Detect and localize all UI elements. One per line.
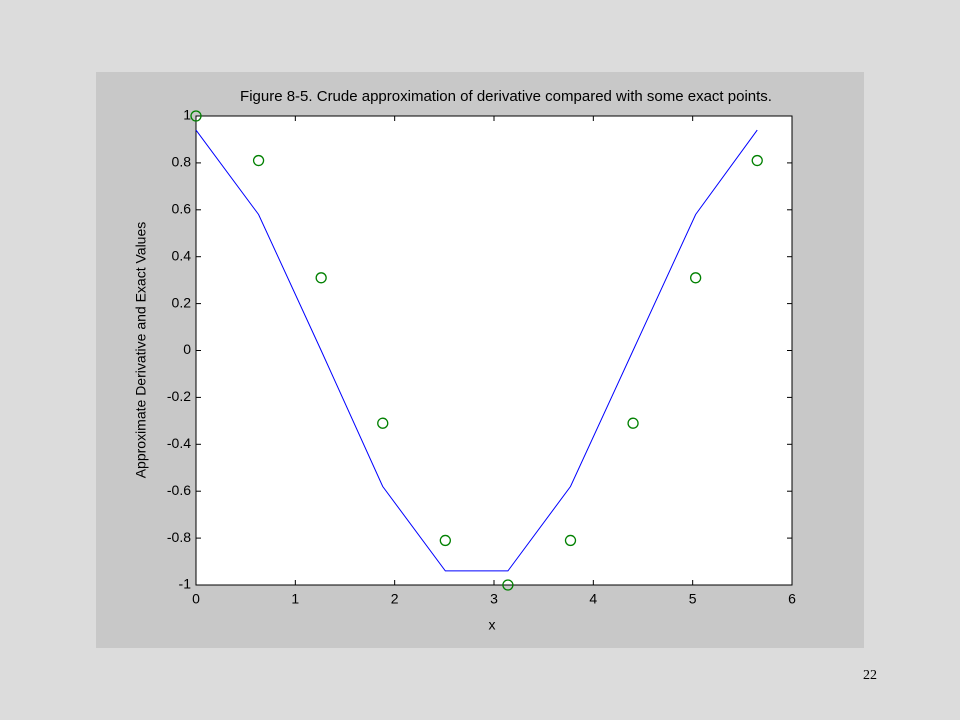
data-point <box>315 272 327 284</box>
data-point <box>627 417 639 429</box>
x-tick-label: 2 <box>391 591 399 607</box>
y-tick-label: 0 <box>183 341 191 357</box>
page-number: 22 <box>863 668 877 683</box>
data-point <box>751 154 763 167</box>
y-tick-label: 0.4 <box>172 247 192 263</box>
y-tick-label: 0.6 <box>172 201 192 217</box>
y-tick-label: -0.6 <box>167 482 191 498</box>
y-tick-label: 1 <box>183 107 191 123</box>
x-tick-label: 1 <box>291 591 299 607</box>
chart-title: Figure 8-5. Crude approximation of deriv… <box>240 88 772 105</box>
series-line <box>195 129 758 572</box>
x-tick-label: 6 <box>788 591 796 607</box>
data-point <box>564 534 577 547</box>
y-tick-label: -0.8 <box>167 529 191 545</box>
x-axis-label: x <box>489 617 496 633</box>
data-point <box>439 534 451 547</box>
y-tick-label: -0.4 <box>167 435 191 451</box>
y-axis-label: Approximate Derivative and Exact Values <box>133 222 149 479</box>
y-tick-label: -1 <box>179 576 192 592</box>
data-point <box>502 579 514 591</box>
y-tick-label: 0.2 <box>172 294 192 310</box>
x-tick-label: 3 <box>490 591 498 607</box>
y-tick-label: 0.8 <box>172 154 192 170</box>
data-point <box>190 110 202 122</box>
x-tick-label: 4 <box>589 591 597 607</box>
axes-box <box>195 115 793 586</box>
y-tick-label: -0.2 <box>167 388 191 404</box>
data-point <box>377 417 389 429</box>
data-point <box>252 154 265 167</box>
x-tick-label: 5 <box>689 591 697 607</box>
x-tick-label: 0 <box>192 591 200 607</box>
data-point <box>689 272 702 284</box>
